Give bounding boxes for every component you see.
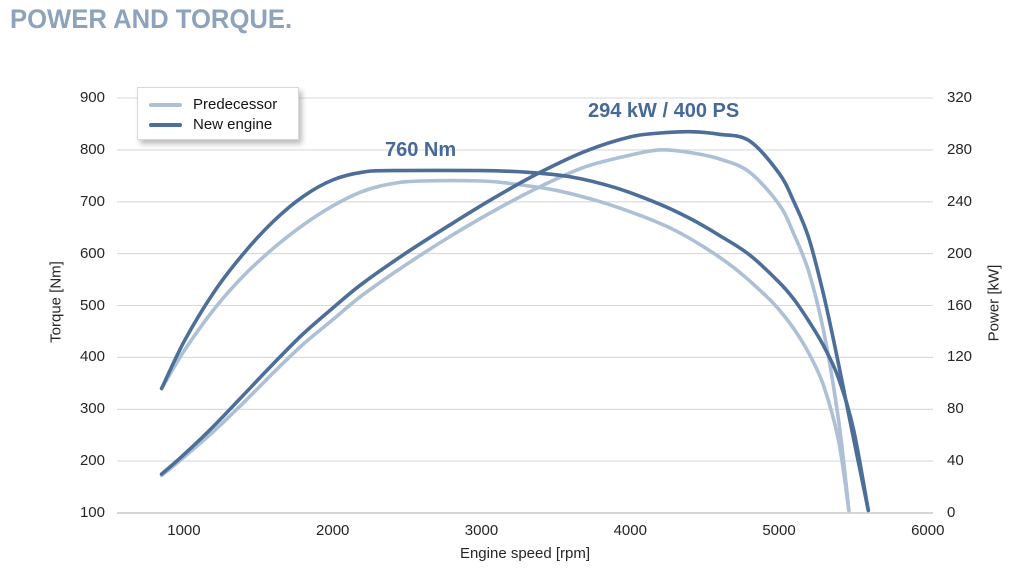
- rpm-tick-label: 1000: [167, 522, 201, 539]
- predecessor-power-curve: [159, 148, 851, 513]
- power-axis-title: Power [kW]: [985, 264, 1003, 342]
- torque-tick-label: 700: [79, 192, 105, 210]
- torque-tick-label: 800: [79, 140, 105, 158]
- rpm-tick-label: 6000: [911, 522, 945, 539]
- power-tick-label: 0: [947, 504, 956, 521]
- power-tick-label: 40: [947, 452, 964, 470]
- power-peak-annotation: 294 kW / 400 PS: [588, 100, 740, 122]
- predecessor-torque-curve: [159, 178, 851, 513]
- rpm-tick-label: 3000: [464, 522, 499, 539]
- torque-tick-label: 200: [79, 452, 105, 470]
- torque-tick-label: 400: [79, 348, 105, 366]
- new-engine-line-swatch-icon: [149, 123, 182, 127]
- new-engine-torque-curve: [159, 168, 871, 513]
- legend-label-new-engine: New engine: [193, 116, 273, 133]
- power-tick-label: 280: [947, 140, 973, 158]
- power-tick-label: 320: [947, 89, 973, 106]
- legend-item-new-engine: New engine: [138, 115, 298, 135]
- torque-tick-label: 100: [79, 504, 105, 521]
- torque-tick-label: 300: [79, 400, 105, 418]
- new-engine-power-curve: [159, 129, 871, 513]
- torque-tick-label: 500: [79, 296, 105, 314]
- power-tick-label: 120: [947, 348, 973, 366]
- legend: Predecessor New engine: [137, 87, 299, 140]
- torque-tick-label: 600: [79, 244, 105, 262]
- legend-label-predecessor: Predecessor: [193, 96, 278, 113]
- legend-item-predecessor: Predecessor: [138, 95, 298, 115]
- rpm-tick-label: 4000: [613, 522, 647, 539]
- page-title: POWER AND TORQUE.: [10, 4, 293, 34]
- torque-tick-label: 900: [79, 89, 105, 106]
- power-tick-label: 200: [947, 244, 973, 262]
- rpm-tick-label: 2000: [316, 522, 350, 539]
- torque-axis-title: Torque [Nm]: [47, 261, 65, 343]
- power-tick-label: 80: [947, 400, 964, 418]
- torque-peak-annotation: 760 Nm: [385, 139, 457, 161]
- power-tick-label: 240: [947, 192, 973, 210]
- predecessor-line-swatch-icon: [149, 103, 182, 107]
- rpm-axis-title: Engine speed [rpm]: [459, 545, 591, 562]
- rpm-tick-label: 5000: [762, 522, 796, 539]
- power-tick-label: 160: [947, 296, 973, 314]
